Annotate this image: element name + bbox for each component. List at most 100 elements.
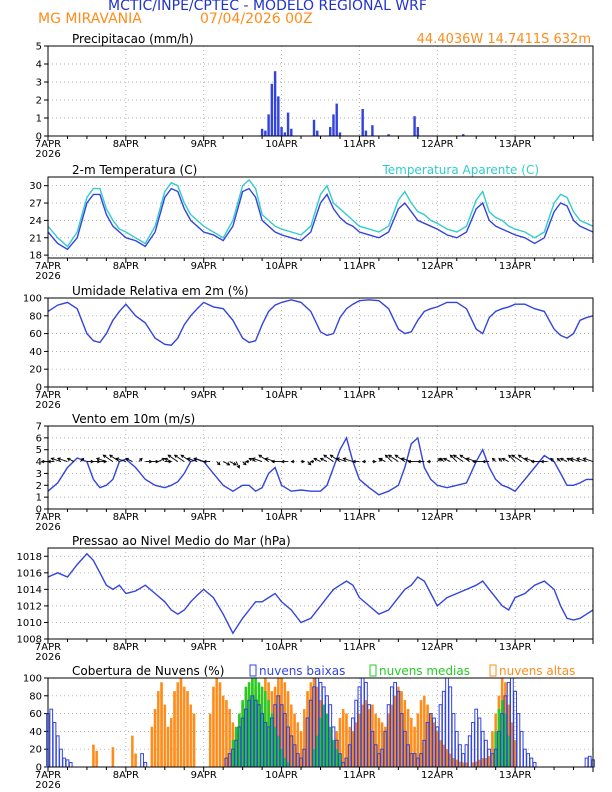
x-tick-label: 10APR [265, 261, 298, 272]
cloud-bar-0 [111, 747, 115, 768]
precip-bar [364, 130, 368, 136]
wind-arrow-head [384, 454, 389, 459]
cloud-bar-0 [208, 713, 212, 768]
cloud-bar-0 [153, 709, 157, 768]
wind-arrow-head [559, 457, 564, 462]
cloud-bar-0 [179, 677, 183, 768]
wind-arrow-head [96, 459, 101, 464]
x-tick-label: 11APR [343, 770, 376, 781]
cloud-bar-0 [218, 682, 222, 768]
wind-arrow-head [426, 459, 431, 464]
wind-arrow [511, 454, 522, 462]
x-tick-label: 8APR [113, 390, 139, 401]
y-tick-label: 100 [23, 294, 42, 305]
wind-arrow-head [80, 457, 85, 462]
wind-arrow [336, 457, 347, 462]
precip-bar [413, 116, 416, 136]
cloud-bar-0 [400, 691, 403, 768]
wind-arrow-head [115, 457, 120, 461]
wind-arrow-head [66, 457, 71, 462]
precip-bar [462, 134, 465, 136]
wind-arrow-head [511, 454, 516, 459]
cloud-bar-0 [390, 704, 394, 768]
cloud-bar-1 [260, 686, 264, 768]
wind-arrow-head [216, 461, 221, 466]
cloud-bar-1 [234, 726, 238, 768]
cloud-bar-1 [328, 726, 332, 768]
cloud-bar-2 [467, 735, 472, 768]
wind-arrow-head [400, 457, 405, 461]
cloud-bar-0 [364, 700, 368, 768]
legend-swatch [369, 664, 377, 677]
cloud-bar-0 [380, 722, 384, 768]
y-tick-label: 20 [29, 745, 42, 756]
cloud-bar-1 [273, 726, 277, 768]
cloud-bar-1 [335, 749, 339, 768]
wind-arrow-head [481, 459, 486, 464]
x-tick-label: 8APR [113, 139, 139, 150]
precip-bar [329, 127, 332, 136]
x-tick-label: 9APR [191, 261, 217, 272]
wind-arrow-head [394, 454, 399, 459]
cloud-bar-2 [140, 753, 144, 768]
x-tick-label: 13APR [499, 512, 532, 523]
cloud-bar-1 [338, 753, 342, 768]
wind-arrow-head [248, 457, 253, 462]
cloud-bar-0 [92, 744, 95, 768]
x-tick-label: 11APR [343, 390, 376, 401]
x-tick-label: 13APR [499, 642, 532, 653]
panel-title: Umidade Relativa em 2m (%) [72, 284, 249, 298]
wind-arrow [158, 457, 165, 462]
x-tick-label: 8APR [113, 770, 139, 781]
x-tick-label: 9APR [191, 512, 217, 523]
x-tick-label: 9APR [191, 770, 217, 781]
series-line-3-0 [47, 436, 593, 496]
cloud-bar-0 [306, 691, 309, 768]
cloud-bar-2 [516, 713, 521, 768]
y-tick-label: 60 [29, 329, 42, 340]
wind-arrow-head [50, 457, 55, 461]
cloud-bar-0 [283, 682, 287, 768]
wind-arrow-head [264, 457, 269, 461]
x-tick-label: 8APR [113, 512, 139, 523]
x-tick-label: 13APR [499, 770, 532, 781]
cloud-bar-0 [215, 677, 218, 768]
y-tick-label: 1 [36, 493, 42, 504]
series-line-4-0 [47, 552, 594, 635]
cloud-bar-2 [55, 735, 60, 768]
cloud-bar-1 [231, 740, 235, 768]
x-year-label: 2026 [35, 271, 60, 282]
precip-bar [267, 114, 270, 136]
precip-bar [371, 125, 374, 136]
x-tick-label: 10APR [265, 512, 298, 523]
cloud-bar-0 [189, 704, 193, 768]
wind-arrow [116, 457, 126, 462]
precip-bar [387, 134, 390, 136]
wind-arrow [193, 457, 204, 462]
x-year-label: 2026 [35, 522, 60, 533]
legend-entry: Temperatura Aparente (C) [381, 163, 539, 177]
y-tick-label: 40 [29, 347, 42, 358]
x-tick-label: 7APR [35, 261, 61, 272]
wind-arrow-head [491, 457, 496, 462]
cloud-bar-0 [176, 682, 180, 768]
cloud-bar-0 [182, 686, 186, 768]
cloud-bar-0 [286, 691, 290, 768]
wind-arrow-head [164, 457, 168, 462]
wind-arrow-head [167, 454, 172, 459]
x-tick-label: 8APR [113, 261, 139, 272]
cloud-bar-1 [270, 713, 274, 768]
cloud-bar-0 [448, 753, 452, 768]
y-tick-label: 21 [29, 233, 42, 244]
panel-frame [47, 547, 594, 640]
wind-arrow [187, 457, 198, 462]
y-tick-label: 100 [23, 674, 42, 685]
panel-frame [47, 677, 594, 768]
cloud-bar-1 [315, 735, 319, 768]
wind-arrow-head [407, 459, 412, 464]
cloud-bar-2 [522, 748, 527, 768]
wind-arrow-head [323, 454, 327, 459]
y-tick-label: 80 [29, 311, 42, 322]
cloud-bar-0 [513, 740, 517, 768]
cloud-bar-0 [416, 713, 420, 768]
